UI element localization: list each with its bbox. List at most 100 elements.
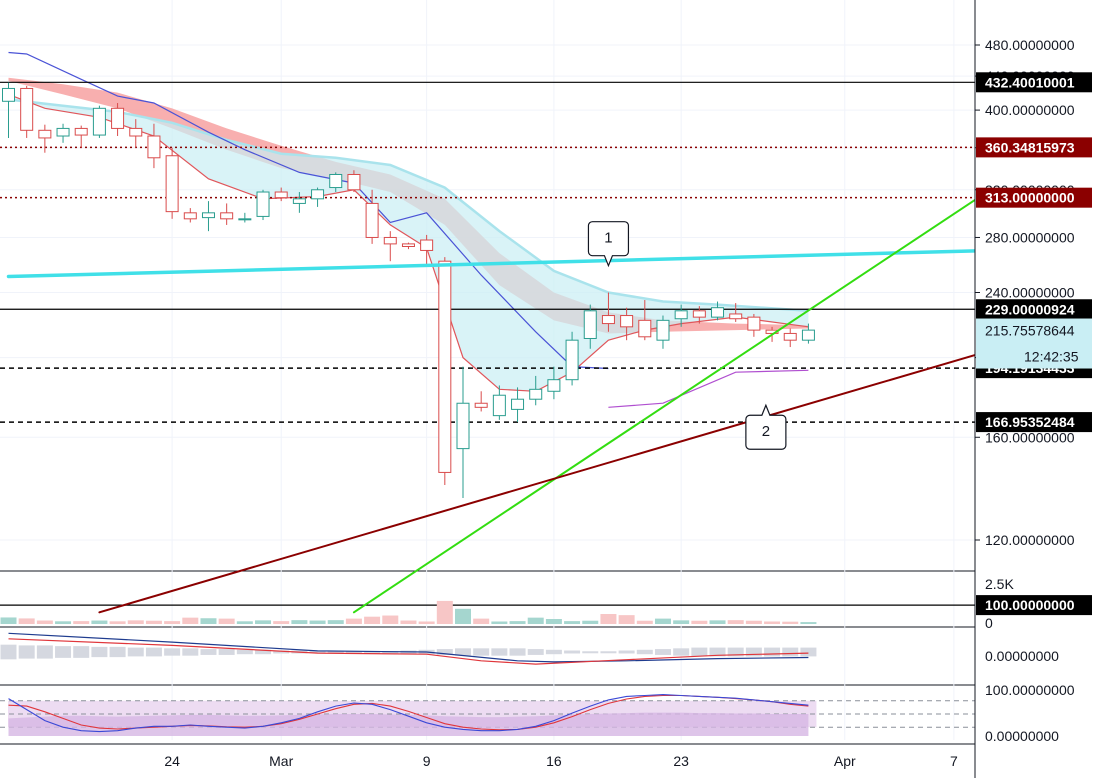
trend-fast-line: [8, 51, 609, 370]
volume-bar: [36, 620, 53, 624]
price-tick-label: 160.00000000: [985, 429, 1075, 445]
level-price-tag[interactable]: [976, 299, 1092, 320]
candle: [347, 170, 361, 193]
price-axis[interactable]: 480.00000000440.00000000400.00000000360.…: [974, 0, 1103, 778]
macd-histogram-bar: [800, 647, 817, 657]
level-price-tag[interactable]: [976, 72, 1092, 93]
volume-bar: [364, 616, 381, 624]
time-tick-label: Mar: [269, 753, 293, 769]
candle-body: [129, 127, 143, 137]
macd-pane: [0, 632, 817, 665]
candle-body: [365, 202, 379, 238]
macd-histogram-bar: [582, 651, 599, 654]
green-trendline[interactable]: [352, 188, 992, 614]
candle: [474, 391, 488, 412]
macd-histogram-bar: [200, 649, 217, 655]
candle-body: [329, 173, 343, 189]
candle: [365, 189, 379, 244]
candle: [420, 234, 434, 267]
candle: [438, 257, 452, 485]
volume-bar: [418, 621, 435, 624]
callout-2[interactable]: 2: [745, 403, 787, 450]
level-price-tag[interactable]: [976, 137, 1092, 158]
rsi-area: [8, 712, 809, 736]
macd-histogram-bar: [491, 648, 508, 656]
candle-body: [20, 87, 34, 131]
candle-body: [474, 402, 488, 408]
drawn-trendlines[interactable]: [6, 188, 992, 614]
volume-bar: [618, 615, 635, 624]
volume-bar: [600, 614, 617, 624]
candle: [492, 385, 506, 420]
macd-histogram-bar: [509, 648, 526, 656]
candle-body: [656, 319, 670, 341]
candle: [56, 123, 70, 143]
countdown-label: 12:42:35: [1024, 349, 1079, 365]
level-price-label: 100.00000000: [985, 597, 1075, 613]
candle-body: [238, 218, 252, 221]
candle: [2, 82, 15, 138]
volume-bar: [109, 621, 126, 624]
candle-body: [511, 398, 525, 410]
macd-histogram-bar: [691, 647, 708, 657]
callout-1[interactable]: 1: [587, 221, 630, 268]
macd-histogram-bar: [182, 648, 199, 656]
candle: [274, 187, 288, 202]
volume-bar: [327, 620, 344, 624]
volume-bar: [273, 621, 290, 624]
macd-histogram-bar: [127, 647, 144, 657]
macd-histogram-bar: [309, 650, 326, 654]
volume-bar: [709, 620, 726, 624]
candle: [529, 375, 543, 406]
volume-bar: [182, 617, 199, 624]
callout-label: 2: [762, 423, 770, 440]
candle-body: [347, 173, 361, 191]
callout-annotations[interactable]: 12: [587, 221, 787, 450]
macd-histogram-bar: [455, 648, 471, 656]
macd-histogram-bar: [73, 646, 90, 658]
candle: [656, 315, 670, 349]
candle: [711, 301, 725, 321]
cyan-resistance[interactable]: [6, 248, 992, 279]
macd-histogram-bar: [36, 645, 53, 659]
macd-histogram-bar: [164, 648, 181, 656]
volume-bar: [18, 618, 35, 624]
candle: [801, 323, 815, 344]
macd-histogram-bar: [727, 647, 744, 657]
candlestick-series: [2, 82, 815, 498]
horizontal-levels[interactable]: [0, 81, 975, 606]
volume-bar: [673, 620, 690, 624]
candle: [311, 187, 325, 207]
candle-body: [601, 315, 615, 325]
candle-body: [711, 307, 725, 318]
level-price-tag[interactable]: [976, 412, 1092, 433]
macd-histogram-bar: [782, 647, 799, 657]
macd-line: [8, 632, 809, 663]
ema-slow-line: [8, 98, 809, 313]
volume-bar: [800, 622, 817, 624]
level-price-tag[interactable]: [976, 595, 1092, 616]
volume-bar: [636, 620, 653, 624]
red-support[interactable]: [98, 349, 992, 614]
candle-body: [220, 212, 234, 220]
candle: [129, 119, 143, 148]
volume-axis-label: 0: [985, 615, 993, 631]
level-price-tag[interactable]: [976, 187, 1092, 208]
callout-bubble: [587, 221, 630, 268]
candle: [601, 292, 615, 332]
macd-histogram-bar: [636, 649, 653, 655]
volume-bar: [0, 617, 17, 624]
macd-histogram-bar: [654, 649, 671, 655]
last-price-label: 215.75578644: [985, 323, 1075, 339]
candle-body: [401, 243, 415, 247]
time-axis[interactable]: 24 Mar 9 16 23 Apr 7: [0, 743, 975, 769]
macd-histogram-bar: [473, 648, 490, 656]
volume-bar: [473, 618, 490, 624]
last-price-tag: [976, 318, 1092, 369]
candle: [92, 105, 106, 138]
candle-body: [692, 310, 706, 318]
candle-body: [147, 135, 161, 159]
candle: [620, 307, 634, 341]
volume-bar: [727, 620, 744, 624]
